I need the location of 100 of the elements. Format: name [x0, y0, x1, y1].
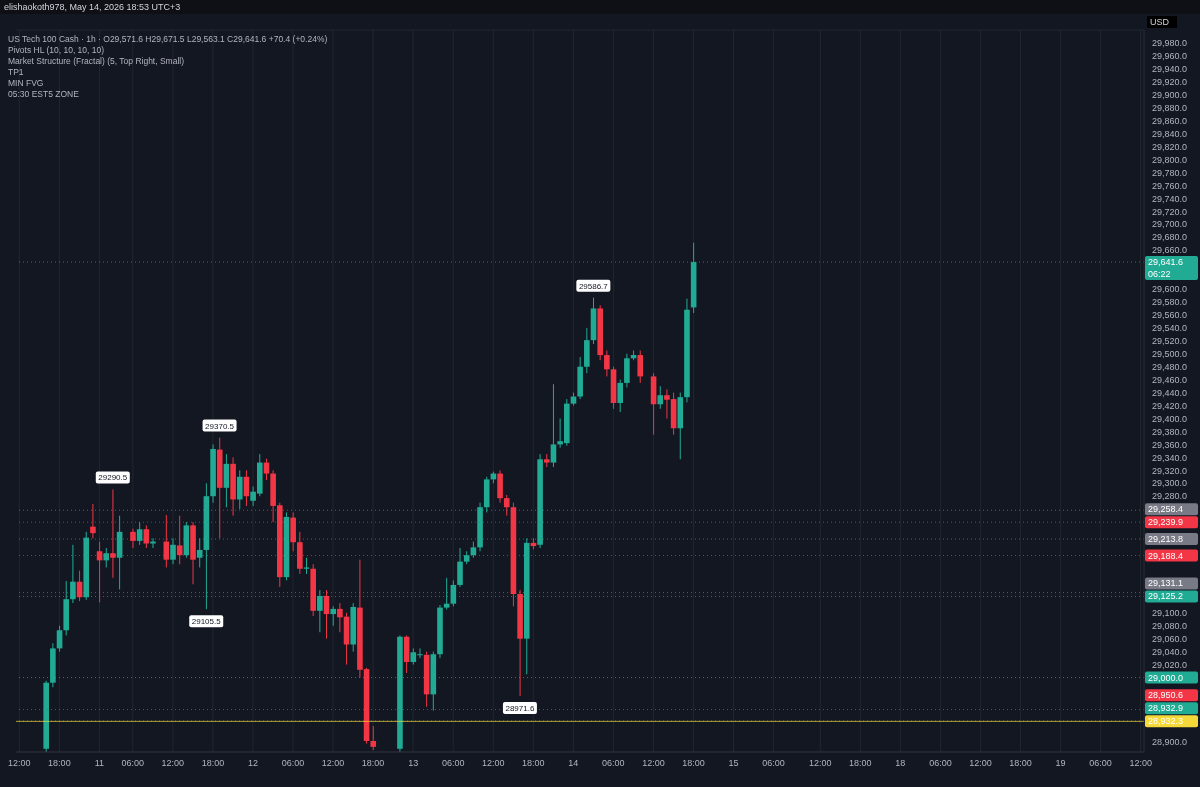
y-tick-label: 29,840.0 — [1152, 128, 1188, 139]
x-tick-label: 15 — [728, 758, 739, 769]
x-tick-label: 06:00 — [441, 758, 465, 769]
x-tick-label: 11 — [94, 758, 105, 769]
annotation: MIN FVG — [8, 78, 44, 88]
x-tick-label: 06:00 — [1089, 758, 1112, 769]
y-tick-label: 29,660.0 — [1152, 245, 1188, 256]
candlestick — [550, 383, 557, 468]
y-tick-label: 29,700.0 — [1152, 219, 1188, 230]
x-tick-label: 12:00 — [161, 758, 185, 769]
y-tick-label: 29,600.0 — [1152, 284, 1188, 295]
x-tick-label: 18:00 — [1009, 758, 1032, 769]
annotation: Market Structure (Fractal) (5, Top Right, Small) — [8, 56, 185, 66]
candlestick — [637, 350, 644, 384]
y-tick-label: 29,500.0 — [1152, 348, 1188, 359]
candlestick — [196, 537, 203, 568]
x-tick-label: 12:00 — [1129, 758, 1152, 769]
x-tick-label: 18:00 — [682, 758, 705, 769]
ref-line-label: 29,000.0 — [1148, 672, 1184, 683]
y-tick-label: 29,360.0 — [1152, 439, 1188, 450]
y-tick-label: 29,940.0 — [1152, 64, 1188, 75]
y-tick-label: 29,340.0 — [1152, 452, 1188, 463]
x-tick-label: 12:00 — [8, 758, 31, 769]
annotation: 29105.5 — [191, 617, 222, 627]
x-tick-label: 18:00 — [48, 758, 71, 769]
annotation: 29586.7 — [578, 281, 609, 291]
x-tick-label: 12:00 — [321, 758, 345, 769]
x-tick-label: 18:00 — [361, 758, 385, 769]
candlestick — [236, 469, 243, 510]
x-tick-label: 14 — [568, 758, 579, 769]
ref-line-label: 29,125.2 — [1148, 591, 1184, 602]
candlestick — [170, 537, 176, 565]
candlestick — [503, 494, 510, 517]
y-tick-label: 29,580.0 — [1152, 297, 1188, 308]
x-tick-label: 18:00 — [522, 758, 545, 769]
y-tick-label: 29,680.0 — [1152, 232, 1188, 243]
annotation: 29290.5 — [98, 473, 128, 483]
candlestick — [617, 379, 624, 413]
x-tick-label: 06:00 — [762, 758, 785, 769]
candlestick — [457, 547, 463, 588]
y-tick-label: 29,320.0 — [1152, 465, 1188, 476]
candlestick — [330, 605, 336, 627]
x-tick-label: 13 — [408, 758, 419, 769]
candlestick — [337, 602, 343, 633]
x-tick-label: 12:00 — [481, 758, 505, 769]
y-tick-label: 29,920.0 — [1152, 77, 1188, 87]
annotation: 28971.6 — [505, 703, 535, 713]
ref-line-label: 29,641.6 06:22 — [1148, 257, 1184, 280]
text: elishaokoth978, May 14, 2026 18:53 UTC+3 — [0, 0, 1200, 14]
y-tick-label: 29,280.0 — [1152, 491, 1188, 502]
ref-line-label: 28,932.3 — [1148, 716, 1184, 727]
ref-line-label: 28,932.9 — [1148, 703, 1184, 714]
x-tick-label: 12:00 — [969, 758, 992, 769]
x-tick-label: 12 — [247, 758, 258, 769]
candlestick — [370, 725, 377, 751]
ref-line-label: 29,258.4 — [1148, 504, 1184, 515]
x-tick-label: 18:00 — [849, 758, 872, 769]
y-tick-label: 29,820.0 — [1152, 141, 1188, 152]
y-tick-label: 29,480.0 — [1152, 361, 1188, 372]
ref-line-label: 29,213.8 — [1148, 534, 1184, 545]
y-tick-label: 29,780.0 — [1152, 167, 1188, 178]
ref-line-label: 29,239.9 — [1148, 517, 1184, 528]
y-tick-label: 29,460.0 — [1152, 374, 1188, 385]
y-tick-label: 29,740.0 — [1152, 193, 1188, 204]
y-tick-label: 29,060.0 — [1152, 633, 1188, 644]
x-tick-label: 06:00 — [602, 758, 625, 769]
y-tick-label: 29,800.0 — [1152, 154, 1188, 165]
y-tick-label: 29,400.0 — [1152, 413, 1188, 424]
y-tick-label: 28,900.0 — [1152, 737, 1188, 748]
y-tick-label: 29,960.0 — [1152, 51, 1188, 62]
ref-line-label: 29,131.1 — [1148, 578, 1184, 589]
y-tick-label: 29,880.0 — [1152, 102, 1188, 113]
candlestick — [657, 385, 664, 410]
candlestick — [130, 528, 136, 549]
candlestick — [223, 453, 230, 508]
y-axis-title: USD — [1150, 17, 1170, 27]
x-tick-label: 12:00 — [642, 758, 665, 769]
x-tick-label: 06:00 — [281, 758, 305, 769]
x-tick-label: 18 — [895, 758, 906, 769]
x-tick-label: 12:00 — [809, 758, 832, 769]
x-tick-label: 18:00 — [201, 758, 225, 769]
y-tick-label: 29,040.0 — [1152, 646, 1188, 657]
x-tick-label: 06:00 — [929, 758, 952, 769]
annotation: TP1 — [8, 67, 24, 77]
y-tick-label: 29,020.0 — [1152, 659, 1188, 670]
x-tick-label: 06:00 — [121, 758, 145, 769]
y-tick-label: 29,100.0 — [1152, 607, 1188, 618]
annotation: Pivots HL (10, 10, 10, 10) — [8, 45, 105, 55]
y-tick-label: 29,720.0 — [1152, 206, 1188, 217]
annotation: US Tech 100 Cash · 1h · O29,571.6 H29,671.5 L29,563.1 C29,641.6 +70.4 (+0.24%) — [8, 34, 328, 44]
y-tick-label: 29,760.0 — [1152, 180, 1188, 191]
y-tick-label: 29,520.0 — [1152, 336, 1188, 347]
y-tick-label: 29,080.0 — [1152, 620, 1188, 631]
ref-line-label: 28,950.6 — [1148, 690, 1184, 701]
candlestick — [604, 350, 610, 377]
y-tick-label: 29,540.0 — [1152, 323, 1188, 334]
y-tick-label: 29,900.0 — [1152, 89, 1188, 100]
y-tick-label: 29,560.0 — [1152, 310, 1188, 321]
y-tick-label: 29,860.0 — [1152, 115, 1188, 126]
y-tick-label: 29,420.0 — [1152, 400, 1188, 411]
